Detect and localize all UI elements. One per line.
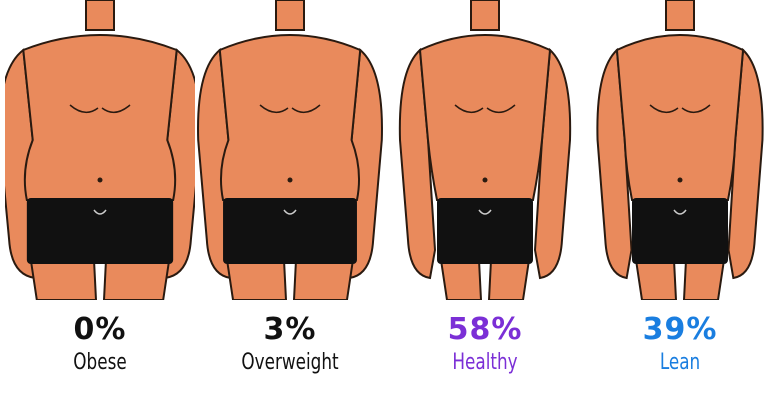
name-obese: Obese	[73, 350, 127, 375]
percent-lean: 39%	[642, 312, 718, 347]
label-obese: 0% Obese	[5, 312, 195, 378]
shorts	[437, 198, 533, 264]
right-leg	[292, 259, 355, 300]
neck	[470, 0, 500, 31]
lean-body-illustration	[596, 0, 764, 300]
right-leg	[102, 259, 171, 300]
left-leg	[634, 259, 678, 300]
name-healthy: Healthy	[452, 350, 518, 375]
healthy-body-illustration	[398, 0, 572, 300]
left-leg	[225, 259, 288, 300]
left-leg	[29, 259, 98, 300]
shorts	[223, 198, 357, 264]
label-lean: 39% Lean	[585, 312, 768, 378]
shorts	[632, 198, 728, 264]
figure-overweight	[195, 0, 385, 300]
left-arm	[596, 47, 633, 280]
torso	[22, 34, 178, 201]
figure-obese	[5, 0, 195, 300]
torso	[615, 34, 745, 201]
left-leg	[439, 259, 483, 300]
neck	[85, 0, 115, 31]
right-leg	[682, 259, 726, 300]
torso	[218, 34, 362, 201]
overweight-body-illustration	[197, 0, 383, 300]
name-overweight: Overweight	[241, 350, 339, 375]
obese-body-illustration	[5, 0, 195, 300]
percent-obese: 0%	[73, 312, 127, 347]
shorts	[26, 198, 174, 264]
label-overweight: 3% Overweight	[195, 312, 385, 378]
percent-healthy: 58%	[447, 312, 523, 347]
label-healthy: 58% Healthy	[390, 312, 580, 378]
right-arm	[727, 47, 764, 280]
figure-healthy	[390, 0, 580, 300]
neck	[665, 0, 695, 31]
right-arm	[533, 47, 572, 280]
left-arm	[398, 47, 437, 280]
name-lean: Lean	[659, 350, 701, 375]
figure-lean	[585, 0, 768, 300]
right-leg	[487, 259, 531, 300]
neck	[275, 0, 305, 31]
torso	[418, 34, 552, 201]
percent-overweight: 3%	[263, 312, 317, 347]
